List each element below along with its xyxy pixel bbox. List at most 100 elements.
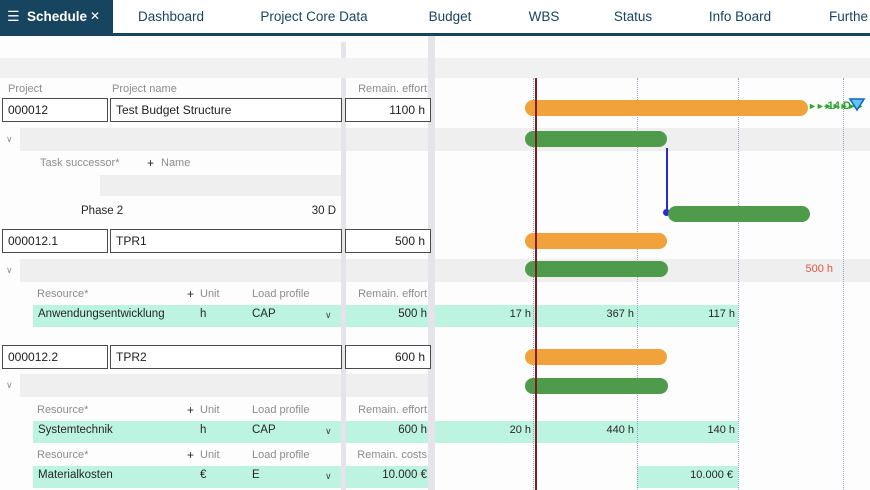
res1-effort[interactable]: 500 h	[398, 308, 427, 320]
project-name-input[interactable]	[110, 98, 342, 122]
res1-row-band	[33, 305, 341, 327]
gridline-apr	[637, 78, 638, 490]
phase2-name[interactable]: Phase 2	[81, 205, 124, 217]
add-resource3-icon[interactable]: +	[187, 448, 195, 462]
task1-overrun-label: 500 h	[805, 263, 833, 275]
res2-dist-apr[interactable]: 140 h	[707, 424, 735, 436]
task1-gantt-bar[interactable]	[525, 261, 668, 277]
delay-label: -14 D	[824, 100, 851, 112]
task1-chevron-icon[interactable]: ∨	[6, 265, 13, 275]
month-header-band	[435, 58, 870, 78]
tab-wbs[interactable]: WBS	[528, 9, 560, 24]
tab-info-board[interactable]: Info Board	[708, 9, 772, 24]
tpr1-gantt-bar[interactable]	[525, 233, 667, 249]
res1-gantt-band	[435, 305, 738, 327]
res1-dropdown-chevron-icon[interactable]: ∨	[325, 310, 332, 320]
task2-gantt-bar[interactable]	[525, 378, 668, 394]
res2-dist-feb[interactable]: 20 h	[509, 424, 531, 436]
tab-status[interactable]: Status	[613, 9, 653, 24]
subheader-project: Project	[8, 83, 43, 95]
resource-header2-load-profile: Load profile	[252, 404, 310, 416]
resource-header2-unit: Unit	[200, 404, 220, 416]
res1-dist-apr[interactable]: 117 h	[708, 308, 735, 320]
project-effort-input[interactable]	[345, 98, 431, 122]
tab-budget[interactable]: Budget	[428, 9, 472, 24]
res3-dropdown-chevron-icon[interactable]: ∨	[325, 471, 332, 481]
stage1-gantt-bar[interactable]	[525, 131, 667, 147]
project-gantt-bar[interactable]	[525, 100, 808, 116]
res1-dist-mar[interactable]: 367 h	[606, 308, 634, 320]
tpr2-id-input[interactable]	[2, 345, 108, 369]
res3-costs[interactable]: 10.000 €	[382, 469, 427, 481]
tab-project-core-data[interactable]: Project Core Data	[260, 9, 368, 24]
res1-name[interactable]: Anwendungsentwicklung	[38, 308, 165, 320]
resource-header2-label: Resource*	[37, 404, 89, 416]
task1-effort-band	[346, 259, 428, 282]
res2-unit: h	[200, 424, 207, 436]
tpr1-name-input[interactable]	[110, 229, 342, 253]
hamburger-menu-icon[interactable]: ☰	[7, 8, 20, 24]
resource-header-remain-effort: Remain. effort	[358, 288, 427, 300]
successor-link-line	[666, 148, 668, 211]
res3-gantt-band	[637, 466, 738, 488]
tab-dashboard[interactable]: Dashboard	[137, 9, 205, 24]
close-tab-icon[interactable]: ✕	[90, 9, 101, 23]
table-header-band	[0, 58, 428, 78]
res1-load-profile-dropdown[interactable]: CAP	[252, 308, 276, 320]
subheader-project-name: Project name	[112, 83, 177, 95]
res1-effort-band	[346, 305, 428, 327]
tpr2-gantt-bar[interactable]	[525, 349, 667, 365]
res2-row-band	[33, 421, 341, 443]
res1-dist-feb[interactable]: 17 h	[509, 308, 531, 320]
tab-bar: ☰ Schedule ✕ Dashboard Project Core Data…	[0, 0, 870, 36]
res3-unit: €	[200, 469, 207, 481]
res1-unit: h	[200, 308, 207, 320]
res2-gantt-band	[435, 421, 738, 443]
resource-header3-remain-costs: Remain. costs	[357, 449, 427, 461]
task1-row-band	[20, 259, 341, 282]
tab-further[interactable]: Furthe	[829, 9, 869, 24]
gridline-jun	[843, 78, 844, 490]
resource-header3-unit: Unit	[200, 449, 220, 461]
successor-header-name: Name	[161, 157, 191, 169]
res2-effort[interactable]: 600 h	[398, 424, 427, 436]
phase2-gantt-bar[interactable]	[668, 206, 810, 222]
res3-load-profile-dropdown[interactable]: E	[252, 469, 260, 481]
gridline-may	[738, 78, 739, 490]
tpr2-name-input[interactable]	[110, 345, 342, 369]
today-line	[535, 78, 537, 490]
res2-dropdown-chevron-icon[interactable]: ∨	[325, 426, 332, 436]
resource-header-label: Resource*	[37, 288, 89, 300]
add-resource-icon[interactable]: +	[187, 287, 195, 301]
res2-name[interactable]: Systemtechnik	[38, 424, 113, 436]
tpr2-effort-input[interactable]	[345, 345, 431, 369]
stage1-row-band	[20, 128, 341, 151]
tpr1-id-input[interactable]	[2, 229, 108, 253]
res3-name[interactable]: Materialkosten	[38, 469, 113, 481]
res3-effort-band	[346, 466, 428, 488]
milestone-triangle-icon[interactable]	[848, 97, 866, 112]
successor-link-dot	[663, 209, 670, 216]
collapse-chevron-icon[interactable]: ∨	[6, 134, 13, 144]
project-id-input[interactable]	[2, 98, 108, 122]
gridline-mar	[533, 78, 534, 490]
stage1-effort-band	[346, 128, 428, 151]
task2-chevron-icon[interactable]: ∨	[6, 380, 13, 390]
add-resource2-icon[interactable]: +	[187, 403, 195, 417]
phase2-duration: 30 D	[311, 205, 336, 217]
res2-dist-mar[interactable]: 440 h	[606, 424, 634, 436]
resource-header2-remain-effort: Remain. effort	[358, 404, 427, 416]
task2-row-band	[20, 374, 341, 397]
resource-header-unit: Unit	[200, 288, 220, 300]
add-successor-icon[interactable]: +	[147, 156, 155, 170]
tab-schedule-label: Schedule	[27, 9, 88, 24]
tab-schedule[interactable]: ☰ Schedule ✕	[0, 0, 113, 36]
res3-dist-apr[interactable]: 10.000 €	[690, 469, 733, 481]
res2-load-profile-dropdown[interactable]: CAP	[252, 424, 276, 436]
tpr1-effort-input[interactable]	[345, 229, 431, 253]
resource-header3-label: Resource*	[37, 449, 89, 461]
resource-header3-load-profile: Load profile	[252, 449, 310, 461]
stage2-row-band	[100, 175, 341, 196]
column-separator	[341, 42, 346, 490]
